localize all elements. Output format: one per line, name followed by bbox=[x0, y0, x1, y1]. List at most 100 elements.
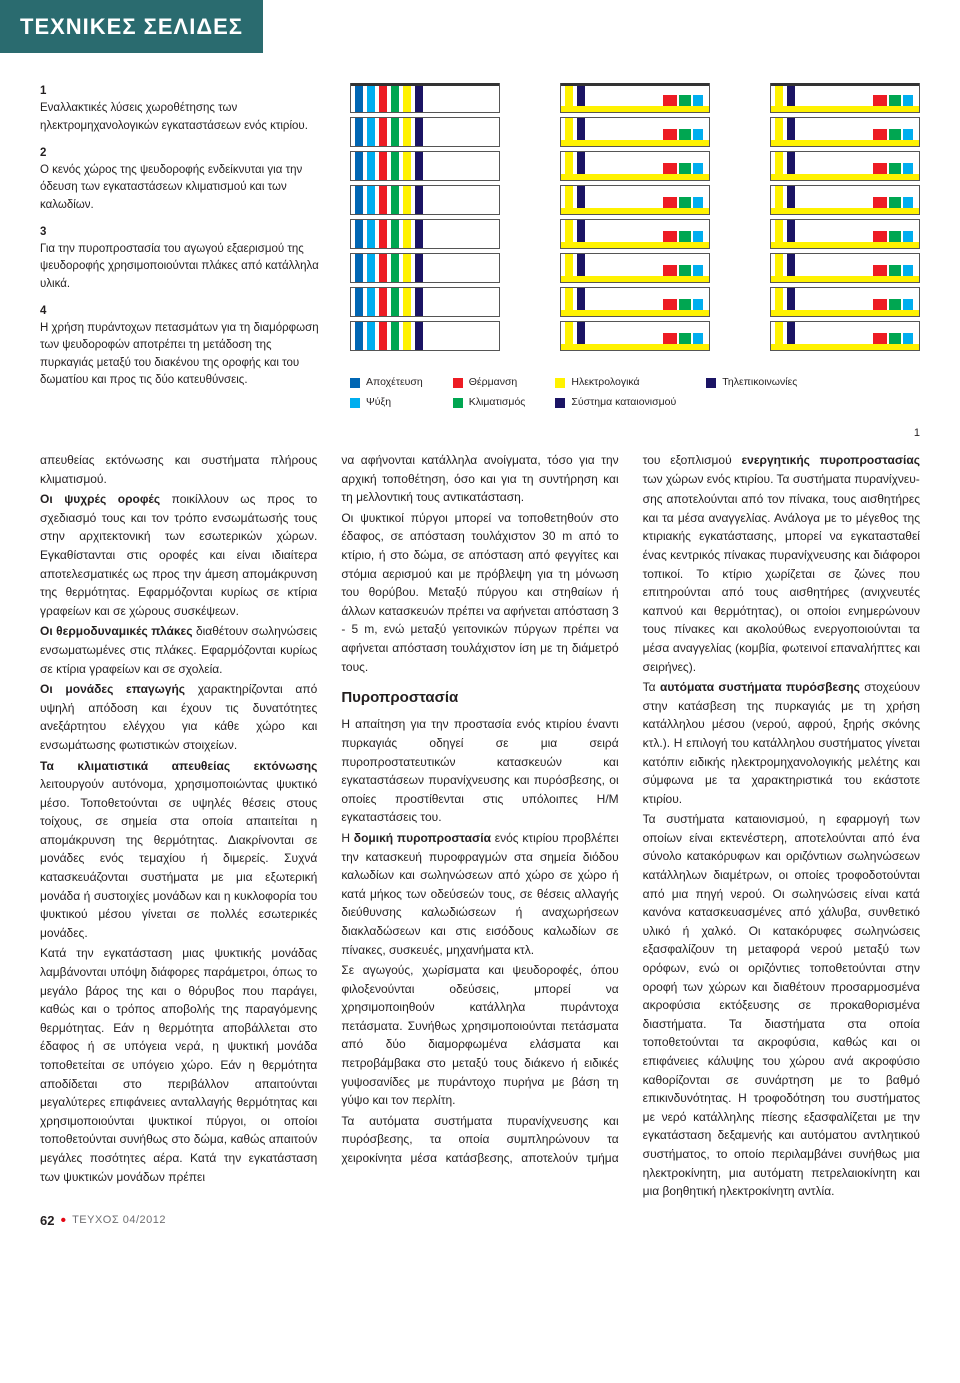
legend-label: Θέρμανση bbox=[469, 375, 518, 391]
floor bbox=[770, 83, 920, 113]
legend-label: Ηλεκτρολογικά bbox=[571, 375, 639, 391]
legend: Αποχέτευση Ψύξη Θέρμανση Κλιματισμός Ηλεκτρο… bbox=[350, 375, 920, 411]
riser-yellow bbox=[403, 288, 411, 316]
ceiling-run bbox=[561, 140, 709, 146]
legend-group: Τηλεπικοινωνίες bbox=[706, 375, 797, 411]
riser-red bbox=[379, 118, 387, 146]
legend-group: Ηλεκτρολογικά Σύστημα καταιονισμού bbox=[555, 375, 676, 411]
ceiling-run bbox=[561, 276, 709, 282]
caption-number: 3 bbox=[40, 224, 320, 241]
riser-green bbox=[391, 84, 399, 112]
ceiling-run bbox=[561, 310, 709, 316]
body-paragraph: Οι ψυκτικοί πύργοι μπορεί να τοποθετηθού… bbox=[341, 509, 618, 676]
legend-group: Θέρμανση Κλιματισμός bbox=[453, 375, 526, 411]
swatch-icon bbox=[350, 398, 360, 408]
caption-number: 4 bbox=[40, 303, 320, 320]
riser-darkblue bbox=[415, 186, 423, 214]
figure-number: 1 bbox=[0, 421, 960, 442]
floor bbox=[770, 287, 920, 317]
floor bbox=[560, 117, 710, 147]
legend-item: Τηλεπικοινωνίες bbox=[706, 375, 797, 391]
swatch-icon bbox=[555, 398, 565, 408]
building-c bbox=[770, 83, 920, 355]
legend-item: Κλιματισμός bbox=[453, 395, 526, 411]
building-a bbox=[350, 83, 500, 355]
riser-yellow bbox=[403, 152, 411, 180]
legend-label: Σύστημα καταιονισμού bbox=[571, 395, 676, 411]
riser-red bbox=[379, 322, 387, 350]
riser-red bbox=[379, 254, 387, 282]
floor bbox=[350, 151, 500, 181]
legend-item: Σύστημα καταιονισμού bbox=[555, 395, 676, 411]
riser-blue bbox=[355, 152, 363, 180]
legend-item: Αποχέτευση bbox=[350, 375, 423, 391]
ceiling-run bbox=[561, 106, 709, 112]
buildings-row bbox=[350, 83, 920, 355]
riser-green bbox=[391, 186, 399, 214]
page-number: 62 bbox=[40, 1211, 54, 1231]
riser-cyan bbox=[367, 254, 375, 282]
riser-cyan bbox=[367, 322, 375, 350]
body-paragraph: Οι θερμοδυναμικές πλάκες διαθέτουν σωλην… bbox=[40, 622, 317, 678]
riser-green bbox=[391, 220, 399, 248]
riser-green bbox=[391, 118, 399, 146]
legend-label: Τηλεπικοινωνίες bbox=[722, 375, 797, 391]
ceiling-run bbox=[561, 344, 709, 350]
riser-red bbox=[379, 220, 387, 248]
riser-blue bbox=[355, 186, 363, 214]
riser-red bbox=[379, 288, 387, 316]
body-paragraph: Τα κλιματιστικά απευθείας εκτόνωσης λειτ… bbox=[40, 757, 317, 943]
riser-green bbox=[391, 254, 399, 282]
riser-yellow bbox=[403, 220, 411, 248]
page: ΤΕΧΝΙΚΕΣ ΣΕΛΙΔΕΣ 1Εναλλακτικές λύσεις χω… bbox=[0, 0, 960, 1250]
floor bbox=[350, 253, 500, 283]
building-b bbox=[560, 83, 710, 355]
body-paragraph: Οι μονάδες επαγωγής χαρακτηρίζονται από … bbox=[40, 680, 317, 754]
ceiling-run bbox=[561, 208, 709, 214]
caption-number: 1 bbox=[40, 83, 320, 100]
caption-item: 4 Η χρήση πυράντοχων πετασμάτων για τη δι… bbox=[40, 303, 320, 389]
floor bbox=[770, 219, 920, 249]
riser-darkblue bbox=[415, 118, 423, 146]
riser-green bbox=[391, 152, 399, 180]
figure-captions: 1Εναλλακτικές λύσεις χωροθέτησης των ηλε… bbox=[40, 83, 320, 411]
riser-darkblue bbox=[415, 288, 423, 316]
floor bbox=[560, 321, 710, 351]
legend-group: Αποχέτευση Ψύξη bbox=[350, 375, 423, 411]
riser-blue bbox=[355, 322, 363, 350]
floor bbox=[770, 151, 920, 181]
ceiling-run bbox=[771, 140, 919, 146]
ceiling-run bbox=[771, 276, 919, 282]
ceiling-run bbox=[771, 106, 919, 112]
caption-item: 3 Για την πυροπροστασία του αγωγού εξαερι… bbox=[40, 224, 320, 293]
caption-item: 2Ο κενός χώρος της ψευδοροφής ενδείκνυτα… bbox=[40, 145, 320, 214]
riser-yellow bbox=[403, 186, 411, 214]
ceiling-run bbox=[561, 242, 709, 248]
riser-blue bbox=[355, 288, 363, 316]
swatch-icon bbox=[555, 378, 565, 388]
floor bbox=[770, 185, 920, 215]
body-paragraph: Τα συστήματα καταιονισμού, η εφαρμογή τω… bbox=[643, 810, 920, 1200]
riser-yellow bbox=[403, 84, 411, 112]
section-heading: Πυροπροστασία bbox=[341, 686, 618, 709]
ceiling-run bbox=[561, 174, 709, 180]
body-paragraph: σης αποτελούνται από τον πίνακα, τους αι… bbox=[643, 490, 920, 676]
legend-label: Ψύξη bbox=[366, 395, 391, 411]
riser-blue bbox=[355, 118, 363, 146]
body-paragraph: Κατά την εγκατάσταση μιας ψυκτικής μονάδ… bbox=[40, 944, 317, 1186]
floor bbox=[350, 321, 500, 351]
riser-cyan bbox=[367, 152, 375, 180]
ceiling-run bbox=[771, 310, 919, 316]
riser-blue bbox=[355, 84, 363, 112]
caption-text: Η χρήση πυράντοχων πετασμάτων για τη δια… bbox=[40, 322, 319, 386]
floor bbox=[770, 253, 920, 283]
riser-darkblue bbox=[415, 322, 423, 350]
riser-cyan bbox=[367, 118, 375, 146]
floor bbox=[350, 185, 500, 215]
caption-text: Ο κενός χώρος της ψευδοροφής ενδείκνυται… bbox=[40, 164, 302, 211]
riser-cyan bbox=[367, 186, 375, 214]
riser-darkblue bbox=[415, 84, 423, 112]
floor bbox=[350, 117, 500, 147]
body-paragraph: Τα αυτόματα συστήματα πυρόσβεσης στοχεύο… bbox=[643, 678, 920, 808]
caption-text: Για την πυροπροστασία του αγωγού εξαερισ… bbox=[40, 243, 319, 290]
